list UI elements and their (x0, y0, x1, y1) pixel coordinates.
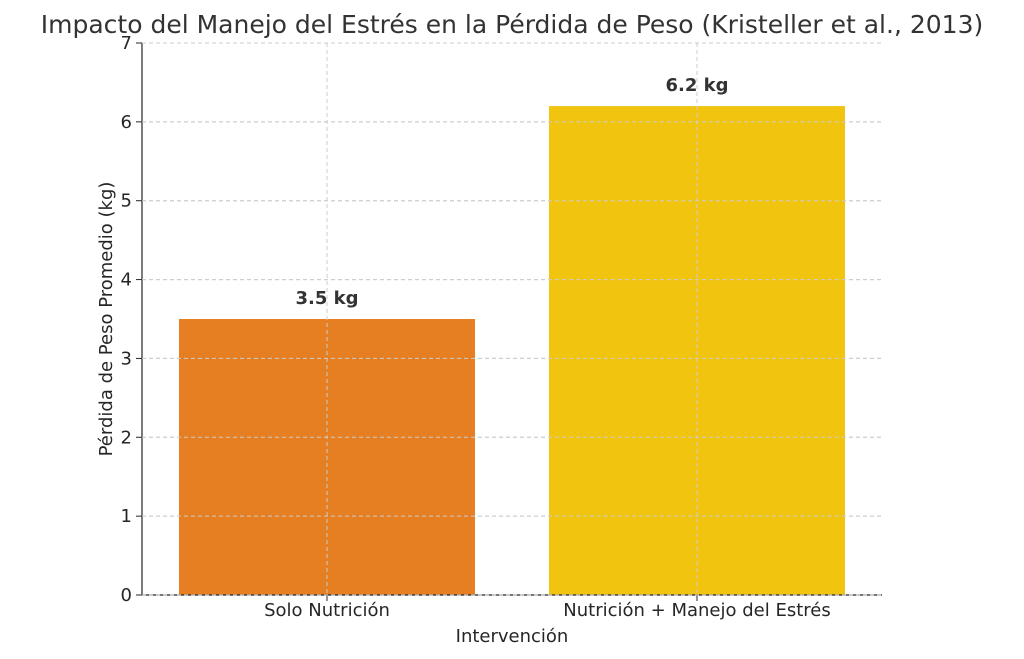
data-labels-layer: 3.5 kg 6.2 kg (142, 42, 882, 596)
ticks-layer: 0 1 2 3 4 5 6 7 Solo Nutrición Nutrición + Manejo… (121, 33, 831, 621)
y-tick-label: 3 (121, 348, 132, 369)
chart-title: Impacto del Manejo del Estrés en la Pérd… (41, 10, 983, 39)
y-tick-label: 2 (121, 427, 132, 448)
x-tick-label: Solo Nutrición (264, 600, 390, 621)
y-tick-label: 6 (121, 112, 132, 133)
x-tick-label: Nutrición + Manejo del Estrés (563, 600, 830, 621)
y-tick-label: 5 (121, 191, 132, 212)
y-tick-label: 4 (121, 270, 132, 291)
bar-value-label: 3.5 kg (295, 288, 358, 309)
y-axis-label: Pérdida de Peso Promedio (kg) (96, 182, 117, 457)
y-tick-label: 0 (121, 585, 132, 606)
x-axis-label: Intervención (456, 626, 569, 647)
y-tick-label: 1 (121, 506, 132, 527)
bar-value-label: 6.2 kg (665, 75, 728, 96)
bars-layer (179, 106, 845, 595)
y-tick-label: 7 (121, 33, 132, 54)
